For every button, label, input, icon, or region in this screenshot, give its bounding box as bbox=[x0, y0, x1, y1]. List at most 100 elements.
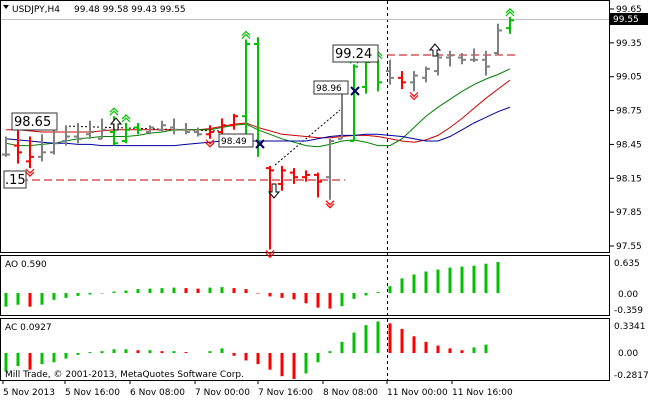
price-bar bbox=[278, 165, 286, 191]
collapse-triangle-icon bbox=[3, 5, 9, 9]
price-bar bbox=[218, 118, 226, 135]
ac-tick-zero: 0.00 bbox=[618, 349, 638, 359]
fractal-down-icon bbox=[325, 200, 335, 209]
price-bar bbox=[458, 53, 466, 65]
time-tick-label: 7 Nov 00:00 bbox=[195, 388, 250, 398]
time-tick-label: 7 Nov 16:00 bbox=[258, 388, 313, 398]
price-box-top[interactable]: 99.24 bbox=[332, 44, 379, 63]
price-bar bbox=[86, 120, 94, 139]
price-bar bbox=[26, 136, 34, 169]
ac-pane-frame bbox=[0, 318, 610, 381]
fractal-down-icon bbox=[205, 139, 215, 148]
ac-label: AC 0.0927 bbox=[5, 323, 52, 333]
price-tick-label: 99.05 bbox=[616, 73, 642, 83]
sell-arrow-icon bbox=[267, 183, 281, 199]
ao-tick-bottom: -0.359 bbox=[614, 306, 643, 316]
time-tick-label: 8 Nov 08:00 bbox=[323, 388, 378, 398]
price-box-left[interactable]: 98.65 bbox=[11, 112, 58, 131]
price-tick-label: 97.55 bbox=[616, 242, 642, 252]
price-bar bbox=[62, 125, 70, 146]
time-tick-label: 5 Nov 16:00 bbox=[65, 388, 120, 398]
cross-marker-2 bbox=[350, 86, 360, 96]
price-tick-label: 98.15 bbox=[616, 174, 642, 184]
price-bar bbox=[290, 168, 298, 184]
price-bar bbox=[98, 118, 106, 140]
svg-text:.15: .15 bbox=[5, 173, 26, 188]
fractal-down-icon bbox=[265, 249, 275, 259]
fractal-up-icon bbox=[241, 30, 251, 39]
price-tick-label: 98.45 bbox=[616, 140, 642, 150]
fractal-up-icon bbox=[505, 8, 515, 17]
price-bar bbox=[410, 71, 418, 92]
chart-header: USDJPY,H4 99.48 99.58 99.43 99.55 bbox=[3, 5, 186, 15]
ohlc-label: 99.48 99.58 99.43 99.55 bbox=[74, 5, 186, 15]
price-axis: 99.65 99.35 99.05 98.75 98.45 98.15 97.85 97.55 bbox=[610, 5, 642, 252]
price-box-mid2[interactable]: 98.96 bbox=[313, 80, 349, 95]
ao-pane-frame bbox=[0, 255, 610, 316]
svg-text:98.65: 98.65 bbox=[14, 115, 51, 130]
time-axis: 5 Nov 2013 5 Nov 16:00 6 Nov 08:00 7 Nov 00… bbox=[2, 380, 513, 398]
price-bars bbox=[2, 16, 514, 250]
time-tick-label: 6 Nov 08:00 bbox=[130, 388, 185, 398]
price-bar bbox=[350, 64, 358, 143]
fractal-up-icon bbox=[109, 107, 119, 116]
time-tick-label: 11 Nov 00:00 bbox=[387, 388, 448, 398]
price-pane-frame bbox=[0, 0, 610, 253]
copyright-text: Mill Trade, © 2001-2013, MetaQuotes Soft… bbox=[5, 370, 244, 380]
ac-histogram bbox=[4, 321, 488, 379]
ac-tick-top: 0.3341 bbox=[614, 322, 646, 332]
fractal-down-icon bbox=[409, 91, 419, 101]
price-bar bbox=[38, 134, 46, 162]
ao-tick-zero: 0.00 bbox=[618, 290, 638, 300]
price-bar bbox=[242, 39, 250, 144]
price-bar bbox=[2, 136, 10, 157]
price-bar bbox=[314, 172, 322, 198]
time-tick-label: 5 Nov 2013 bbox=[3, 388, 55, 398]
ao-tick-top: 0.635 bbox=[614, 259, 640, 269]
svg-text:98.49: 98.49 bbox=[221, 137, 247, 147]
price-bar bbox=[50, 129, 58, 155]
price-bar bbox=[74, 122, 82, 144]
price-box-left-cut[interactable]: .15 bbox=[3, 170, 27, 189]
price-tick-label: 99.35 bbox=[616, 39, 642, 49]
symbol-label: USDJPY,H4 bbox=[12, 5, 60, 15]
price-tick-label: 98.75 bbox=[616, 107, 642, 117]
price-tick-label: 99.65 bbox=[616, 5, 642, 15]
price-bar bbox=[482, 50, 490, 76]
price-bar bbox=[158, 120, 166, 133]
price-bar bbox=[494, 23, 502, 56]
cross-marker-1 bbox=[255, 139, 265, 149]
svg-text:99.24: 99.24 bbox=[335, 47, 372, 62]
price-bar bbox=[506, 16, 514, 34]
price-bar bbox=[230, 113, 238, 130]
price-bar bbox=[206, 125, 214, 139]
price-bar bbox=[326, 138, 334, 200]
svg-text:99.55: 99.55 bbox=[613, 15, 639, 25]
price-bar bbox=[266, 165, 274, 250]
price-bar bbox=[134, 122, 142, 135]
price-bar bbox=[434, 53, 442, 76]
ao-label: AO 0.590 bbox=[5, 260, 47, 270]
price-bar bbox=[446, 50, 454, 67]
price-bar bbox=[470, 48, 478, 63]
price-bar bbox=[182, 122, 190, 135]
current-price-label: 99.55 bbox=[610, 13, 648, 25]
price-bar bbox=[422, 66, 430, 83]
price-tick-label: 97.85 bbox=[616, 208, 642, 218]
ac-tick-bottom: -0.2817 bbox=[614, 371, 649, 381]
svg-text:98.96: 98.96 bbox=[316, 84, 342, 94]
price-bar bbox=[122, 122, 130, 144]
price-bar bbox=[146, 125, 154, 135]
time-tick-label: 11 Nov 16:00 bbox=[452, 388, 513, 398]
price-bar bbox=[386, 59, 394, 85]
ao-histogram bbox=[4, 262, 500, 309]
price-bar bbox=[170, 118, 178, 135]
fractal-up-icon bbox=[121, 114, 131, 123]
price-bar bbox=[194, 127, 202, 137]
buy-arrow-icon-2 bbox=[428, 43, 442, 57]
fractal-down-icon bbox=[25, 168, 35, 177]
buy-arrow-icon bbox=[109, 117, 123, 131]
price-box-mid[interactable]: 98.49 bbox=[218, 133, 254, 148]
